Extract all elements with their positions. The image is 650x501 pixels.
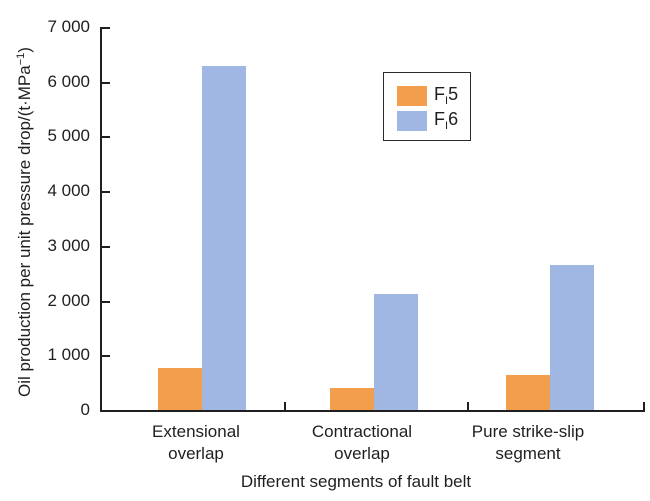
x-axis-tick xyxy=(284,402,286,410)
x-category-label-pure-strike-slip-segment: Pure strike-slip segment xyxy=(433,421,623,465)
legend-item-fi5: FI5 xyxy=(397,83,470,108)
bar-fi6-extensional-overlap xyxy=(202,66,246,410)
legend-label-base: F xyxy=(434,109,445,129)
bar-fi5-pure-strike-slip-segment xyxy=(506,374,550,410)
x-category-label-line: overlap xyxy=(334,444,390,463)
x-category-label-line: overlap xyxy=(168,444,224,463)
x-category-label-line: Extensional xyxy=(152,422,240,441)
y-axis-title-superscript: −1 xyxy=(15,52,27,66)
legend-label-base: F xyxy=(434,84,445,104)
x-category-label-line: segment xyxy=(495,444,561,463)
y-tick-label: 5 000 xyxy=(47,126,90,146)
y-tick-label: 7 000 xyxy=(47,17,90,36)
y-axis-tick xyxy=(102,136,110,139)
legend: FI5 FI6 xyxy=(383,72,471,141)
y-tick-label: 1 000 xyxy=(47,345,90,365)
y-axis-tick xyxy=(102,355,110,358)
y-axis-tick xyxy=(102,300,110,303)
legend-label-digit: 5 xyxy=(448,84,459,104)
legend-item-fi6: FI6 xyxy=(397,108,470,133)
x-category-label-line: Pure strike-slip xyxy=(471,422,585,441)
y-tick-label: 4 000 xyxy=(47,181,90,201)
legend-label-fi6: FI6 xyxy=(434,109,458,132)
legend-swatch-fi5 xyxy=(397,85,427,106)
y-axis-title-close: ) xyxy=(15,47,34,53)
y-axis-tick xyxy=(102,245,110,248)
bar-fi6-pure-strike-slip-segment xyxy=(550,265,594,410)
x-axis-title: Different segments of fault belt xyxy=(240,472,472,491)
legend-label-subscript: I xyxy=(445,120,449,132)
y-tick-label: 3 000 xyxy=(47,235,90,255)
bar-fi5-extensional-overlap xyxy=(158,368,202,410)
x-category-label-extensional-overlap: Extensional overlap xyxy=(101,421,291,465)
legend-label-digit: 6 xyxy=(448,109,459,129)
x-axis-tick xyxy=(643,402,645,410)
x-category-label-line: Contractional xyxy=(311,422,413,441)
y-axis-tick xyxy=(102,27,110,29)
legend-swatch-fi6 xyxy=(397,110,427,131)
y-axis-title: Oil production per unit pressure drop/(t… xyxy=(10,2,34,442)
x-category-label-contractional-overlap: Contractional overlap xyxy=(267,421,457,465)
y-axis-tick xyxy=(102,191,110,194)
y-tick-label: 2 000 xyxy=(47,290,90,310)
y-axis-tick xyxy=(102,81,110,84)
x-axis-tick xyxy=(467,402,469,410)
y-tick-label: 0 xyxy=(80,400,90,419)
y-tick-label: 6 000 xyxy=(47,71,90,91)
bar-fi6-contractional-overlap xyxy=(374,294,418,410)
legend-label-fi5: FI5 xyxy=(434,84,458,107)
bar-fi5-contractional-overlap xyxy=(330,388,374,410)
legend-label-subscript: I xyxy=(445,95,449,107)
plot-area xyxy=(100,27,645,412)
